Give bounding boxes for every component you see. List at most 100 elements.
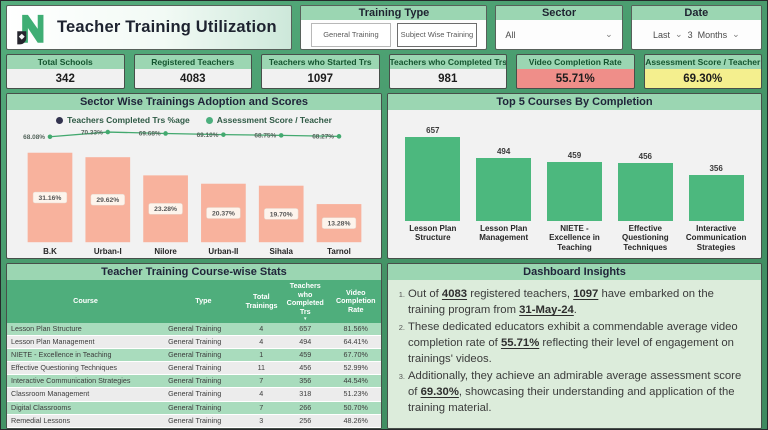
table-cell: 81.56% [330,323,381,337]
legend-label: Teachers Completed Trs %age [67,115,190,126]
training-type-option-subject-wise-training[interactable]: Subject Wise Training [396,22,477,47]
table-cell: 356 [280,374,331,389]
insight-text: Out of 4083 registered teachers, 1097 ha… [408,288,714,317]
table-cell: 64.41% [330,335,381,350]
column-header[interactable]: Course [7,280,165,324]
bar-category-label: Lesson Plan Structure [409,224,457,243]
table-cell: General Training [164,374,243,389]
top5-bar[interactable] [405,137,461,221]
table-cell: 494 [280,335,331,350]
table-cell: 51.23% [330,387,381,402]
insights-panel: Dashboard Insights 1. Out of 4083 registe… [387,263,762,429]
line-marker [278,132,284,138]
table-cell: General Training [164,335,243,350]
kpi-card-total-schools: Total Schools 342 [6,54,125,89]
top5-bar[interactable] [688,175,744,221]
legend-marker-icon [205,116,213,124]
table-row[interactable]: Remedial Lessons General Training 3 256 48.2… [7,414,381,428]
svg-text:70.33%: 70.33% [81,129,103,136]
page-title: Teacher Training Utilization [57,18,277,36]
bar-category-label: NIETE - Excellence in Teaching [549,224,600,252]
kpi-label: Assessment Score / Teacher [644,55,761,69]
svg-text:Sihala: Sihala [270,247,294,256]
top5-column: 456 Effective Questioning Techniques [613,113,677,256]
niete-logo-icon [14,10,50,46]
table-cell: Lesson Plan Management [7,335,165,350]
top5-bar[interactable] [476,158,532,221]
table-cell: Remedial Lessons [7,414,165,428]
date-unit-dropdown[interactable]: Months [697,29,728,40]
svg-text:29.62%: 29.62% [96,197,119,204]
table-row[interactable]: Active Learning ApproachesGeneral Traini… [7,427,381,428]
table-cell: 13 [242,427,280,428]
sort-desc-icon: ▼ [303,315,308,321]
date-mode-dropdown[interactable]: Last [653,29,671,40]
top5-column: 494 Lesson Plan Management [472,113,536,256]
training-type-slicer: Training Type General Training Subject Wi… [300,5,488,50]
column-header[interactable]: Video Completion Rate [330,280,381,324]
top5-column: 657 Lesson Plan Structure [401,113,465,256]
table-row[interactable]: Digital Classrooms General Training 7 266 50… [7,401,381,415]
training-type-option-general-training[interactable]: General Training [310,22,391,47]
column-header[interactable]: Total Trainings [242,280,280,324]
bar-category-label: Interactive Communication Strategies [685,224,747,252]
course-stats-panel: Teacher Training Course-wise Stats Cours… [6,263,382,429]
insight-item: 1. Out of 4083 registered teachers, 1097 … [394,286,752,318]
insight-item: 3. Additionally, they achieve an admirabl… [394,368,752,416]
svg-text:68.27%: 68.27% [312,134,334,141]
combo-chart[interactable]: 68.08% 70.33% 69.68% 69.10% 68.75% 68.27% 31.1… [12,128,376,258]
course-stats-table: Course Type Total Trainings Teachers who Co… [7,280,381,428]
training-type-slicer-title: Training Type [301,6,487,20]
chart-legend: Teachers Completed Trs %age Assessment S… [7,113,381,128]
svg-text:68.75%: 68.75% [254,133,276,140]
svg-text:69.10%: 69.10% [197,132,219,139]
table-row[interactable]: Interactive Communication Strategies Gene… [7,374,381,389]
date-slicer-title: Date [631,6,761,20]
svg-text:69.68%: 69.68% [139,131,161,138]
kpi-card-teachers-who-started-trs: Teachers who Started Trs 1097 [261,54,380,89]
top5-bar[interactable] [617,163,673,221]
table-row[interactable]: NIETE - Excellence in Teaching General Tr… [7,348,381,363]
table-row[interactable]: Classroom Management General Training 4 318… [7,387,381,402]
course-stats-title: Teacher Training Course-wise Stats [7,264,381,280]
column-header[interactable]: Teachers who Completed Trs ▼ [280,280,331,324]
top5-column: 459 NIETE - Excellence in Teaching [542,113,606,256]
insight-text: These dedicated educators exhibit a comm… [408,321,738,366]
legend-item-completed-pct[interactable]: Teachers Completed Trs %age [56,115,190,125]
line-series [49,131,340,138]
table-cell: 7 [242,401,280,415]
top5-chart-panel: Top 5 Courses By Completion 657 Lesson Pl… [387,93,762,259]
table-cell: 48.26% [330,414,381,428]
course-stats-table-wrap[interactable]: Course Type Total Trainings Teachers who Co… [7,280,381,428]
chevron-down-icon[interactable]: ⌄ [732,28,740,39]
insight-text: Additionally, they achieve an admirable … [408,370,742,415]
chevron-down-icon[interactable]: ⌄ [675,28,683,39]
top5-bar[interactable] [546,162,602,221]
sector-dropdown[interactable]: All ⌄ [496,29,621,40]
svg-text:31.16%: 31.16% [39,195,62,202]
table-cell: 249 [280,427,331,428]
kpi-card-registered-teachers: Registered Teachers 4083 [133,54,252,89]
table-cell: General Training [164,427,243,428]
table-cell: 3 [242,414,280,428]
legend-item-assessment-score[interactable]: Assessment Score / Teacher [205,115,332,125]
date-value-input[interactable]: 3 [687,29,693,40]
line-marker [163,131,168,136]
column-header[interactable]: Type [164,280,243,324]
sector-slicer: Sector All ⌄ [495,5,623,50]
table-cell: 67.70% [330,348,381,363]
table-row[interactable]: Effective Questioning Techniques General … [7,361,381,376]
table-cell: General Training [164,348,243,363]
svg-text:13.28%: 13.28% [328,220,351,227]
table-row[interactable]: Lesson Plan Structure General Training 4 65… [7,323,381,337]
table-cell: 4 [242,335,280,350]
sector-combo-chart-panel: Sector Wise Trainings Adoption and Score… [6,93,382,259]
table-cell: Lesson Plan Structure [7,323,165,337]
table-row[interactable]: Lesson Plan Management General Training 4 4… [7,335,381,350]
table-cell: Digital Classrooms [7,401,165,415]
insight-number: 2. [398,322,405,332]
date-slicer: Date Last ⌄ 3 Months ⌄ [630,5,762,50]
svg-text:Tarnol: Tarnol [327,247,351,256]
bar-value-label: 456 [638,152,652,161]
